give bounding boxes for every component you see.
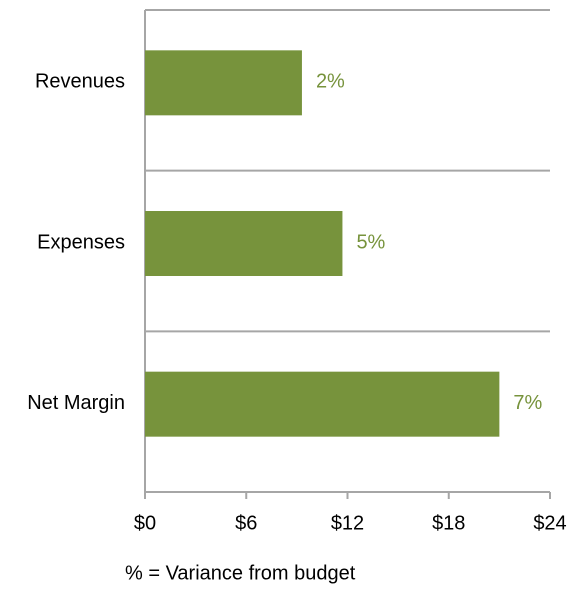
x-tick-label: $24 [533,512,566,534]
x-tick-label: $0 [134,512,156,534]
footnote: % = Variance from budget [125,562,356,584]
annotation: 2% [316,71,345,93]
x-tick-label: $12 [331,512,364,534]
category-label: Net Margin [27,392,125,414]
annotation: 5% [356,231,385,253]
bar [145,211,343,276]
x-tick-label: $18 [432,512,465,534]
bar [145,371,500,437]
x-tick-label: $6 [235,512,257,534]
category-label: Revenues [35,71,125,93]
bar [145,50,302,116]
category-label: Expenses [37,231,125,253]
annotation: 7% [513,392,542,414]
